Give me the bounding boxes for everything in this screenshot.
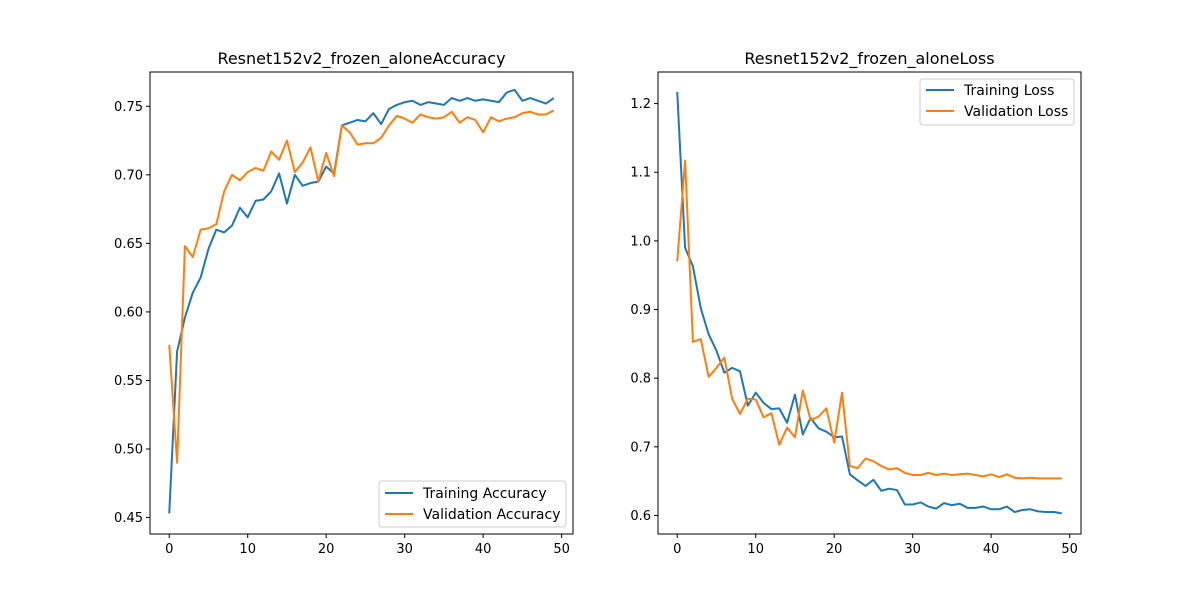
loss-x-tick-label: 10: [747, 542, 764, 557]
accuracy-legend: Training Accuracy Validation Accuracy: [378, 480, 567, 528]
accuracy-x-tick-label: 30: [396, 542, 413, 557]
accuracy-y-tick-label: 0.50: [114, 443, 143, 458]
accuracy-y-tick-label: 0.45: [114, 511, 143, 526]
accuracy-ticks-layer: 0 10 20 30 40 50 0.45 0.50 0.55 0.60 0.65 0.70 0.75: [114, 100, 570, 557]
loss-chart: Resnet152v2_frozen_aloneLoss 0 10 20 30 40 50…: [630, 49, 1082, 557]
loss-y-tick-label: 1.1: [630, 166, 651, 181]
loss-series-training-line: [676, 91, 1062, 515]
loss-y-tick-label: 0.9: [630, 303, 651, 318]
accuracy-x-tick-label: 20: [318, 542, 335, 557]
loss-y-tick-label: 1.0: [630, 234, 651, 249]
accuracy-chart-title: Resnet152v2_frozen_aloneAccuracy: [217, 49, 505, 69]
accuracy-plot-frame: [149, 71, 574, 535]
loss-legend-label-training: Training Loss: [963, 83, 1054, 99]
accuracy-legend-label-training: Training Accuracy: [422, 486, 547, 502]
accuracy-y-tick-label: 0.75: [114, 100, 143, 115]
accuracy-y-tick-label: 0.60: [114, 305, 143, 320]
accuracy-series-layer: [168, 88, 555, 514]
accuracy-legend-label-validation: Validation Accuracy: [423, 507, 561, 523]
loss-legend-label-validation: Validation Loss: [964, 104, 1068, 120]
loss-x-tick-label: 50: [1061, 542, 1078, 557]
loss-x-tick-label: 20: [826, 542, 843, 557]
loss-plot-frame: [657, 71, 1082, 535]
accuracy-x-tick-label: 10: [239, 542, 256, 557]
loss-x-tick-label: 0: [673, 542, 681, 557]
loss-x-tick-label: 40: [983, 542, 1000, 557]
loss-y-tick-label: 0.7: [630, 440, 651, 455]
accuracy-x-tick-label: 50: [553, 542, 570, 557]
accuracy-chart: Resnet152v2_frozen_aloneAccuracy 0 10 20 30…: [114, 49, 574, 557]
loss-legend: Training Loss Validation Loss: [919, 78, 1075, 126]
accuracy-y-tick-label: 0.65: [114, 237, 143, 252]
loss-y-tick-label: 0.8: [630, 372, 651, 387]
loss-y-tick-label: 1.2: [630, 97, 651, 112]
accuracy-series-training-line: [168, 88, 555, 514]
loss-y-tick-label: 0.6: [630, 509, 651, 524]
accuracy-x-tick-label: 0: [165, 542, 173, 557]
loss-ticks-layer: 0 10 20 30 40 50 0.6 0.7 0.8 0.9 1.0 1.1 1.2: [630, 97, 1078, 557]
loss-legend-box: [919, 78, 1075, 126]
loss-series-validation-line: [676, 159, 1062, 480]
loss-chart-title: Resnet152v2_frozen_aloneLoss: [744, 49, 994, 69]
accuracy-legend-box: [378, 480, 567, 528]
accuracy-y-tick-label: 0.55: [114, 374, 143, 389]
accuracy-y-tick-label: 0.70: [114, 168, 143, 183]
accuracy-x-tick-label: 40: [475, 542, 492, 557]
accuracy-series-validation-line: [168, 109, 555, 464]
loss-x-tick-label: 30: [904, 542, 921, 557]
loss-series-layer: [676, 91, 1062, 515]
